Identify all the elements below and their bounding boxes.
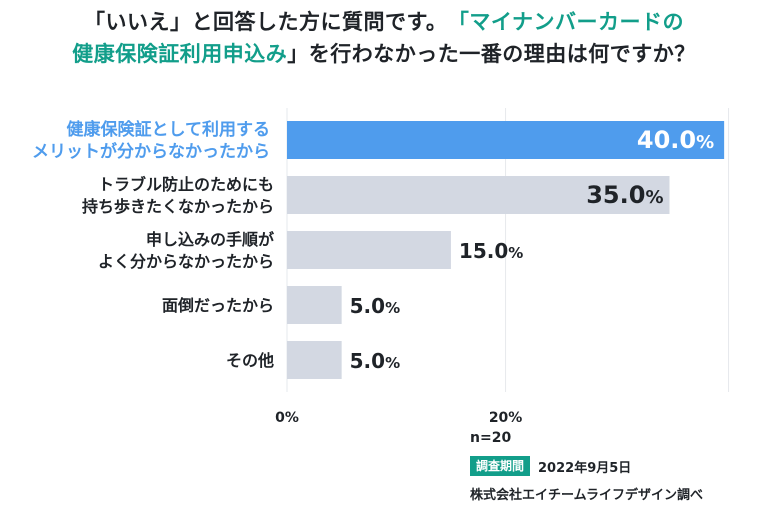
title-line-1-part-2: 「マイナンバーカードの [458, 10, 684, 34]
bar-0 [287, 121, 725, 159]
x-tick-label-1: 20% [489, 410, 523, 426]
category-label-2-0: 申し込みの手順が [146, 230, 274, 249]
value-label-1: 35.0% [586, 181, 663, 209]
value-label-3: 5.0% [350, 294, 400, 318]
category-label-1-1: 持ち歩きたくなかったから [82, 197, 274, 216]
title-line-2: 健康保険証利用申込み」を行わなかった一番の理由は何ですか？ [0, 38, 768, 70]
value-label-4: 5.0% [350, 349, 400, 373]
value-label-2: 15.0% [459, 239, 523, 263]
bar-1 [287, 176, 670, 214]
title-line-1-part-1: 「いいえ」と回答した方に質問です。 [84, 10, 437, 34]
category-label-3-0: 面倒だったから [162, 296, 274, 315]
title-line-1: 「いいえ」と回答した方に質問です。 「マイナンバーカードの [0, 6, 768, 38]
category-label-2-1: よく分からなかったから [98, 252, 274, 271]
source-credit: 株式会社エイチームライフデザイン調べ [470, 488, 703, 503]
survey-period-badge: 調査期間 [470, 456, 531, 476]
survey-period-date: 2022年9月5日 [538, 460, 632, 476]
title-line-2-part-1: 健康保険証利用申込み [72, 42, 288, 66]
survey-period: 調査期間 2022年9月5日 [470, 456, 631, 476]
chart-title: 「いいえ」と回答した方に質問です。 「マイナンバーカードの 健康保険証利用申込み… [0, 6, 768, 70]
bar-2 [287, 231, 451, 269]
category-label-0-0: 健康保険証として利用する [67, 119, 271, 140]
bar-3 [287, 286, 342, 324]
x-tick-label-0: 0% [275, 410, 299, 426]
bar-4 [287, 341, 342, 379]
category-label-1-0: トラブル防止のためにも [98, 175, 274, 194]
sample-size: n=20 [470, 430, 512, 446]
title-line-2-part-2: 」を行わなかった一番の理由は何ですか？ [287, 42, 696, 66]
category-label-4-0: その他 [226, 351, 274, 370]
category-label-0-1: メリットが分からなかったから [32, 141, 270, 162]
value-label-0: 40.0% [637, 126, 714, 154]
